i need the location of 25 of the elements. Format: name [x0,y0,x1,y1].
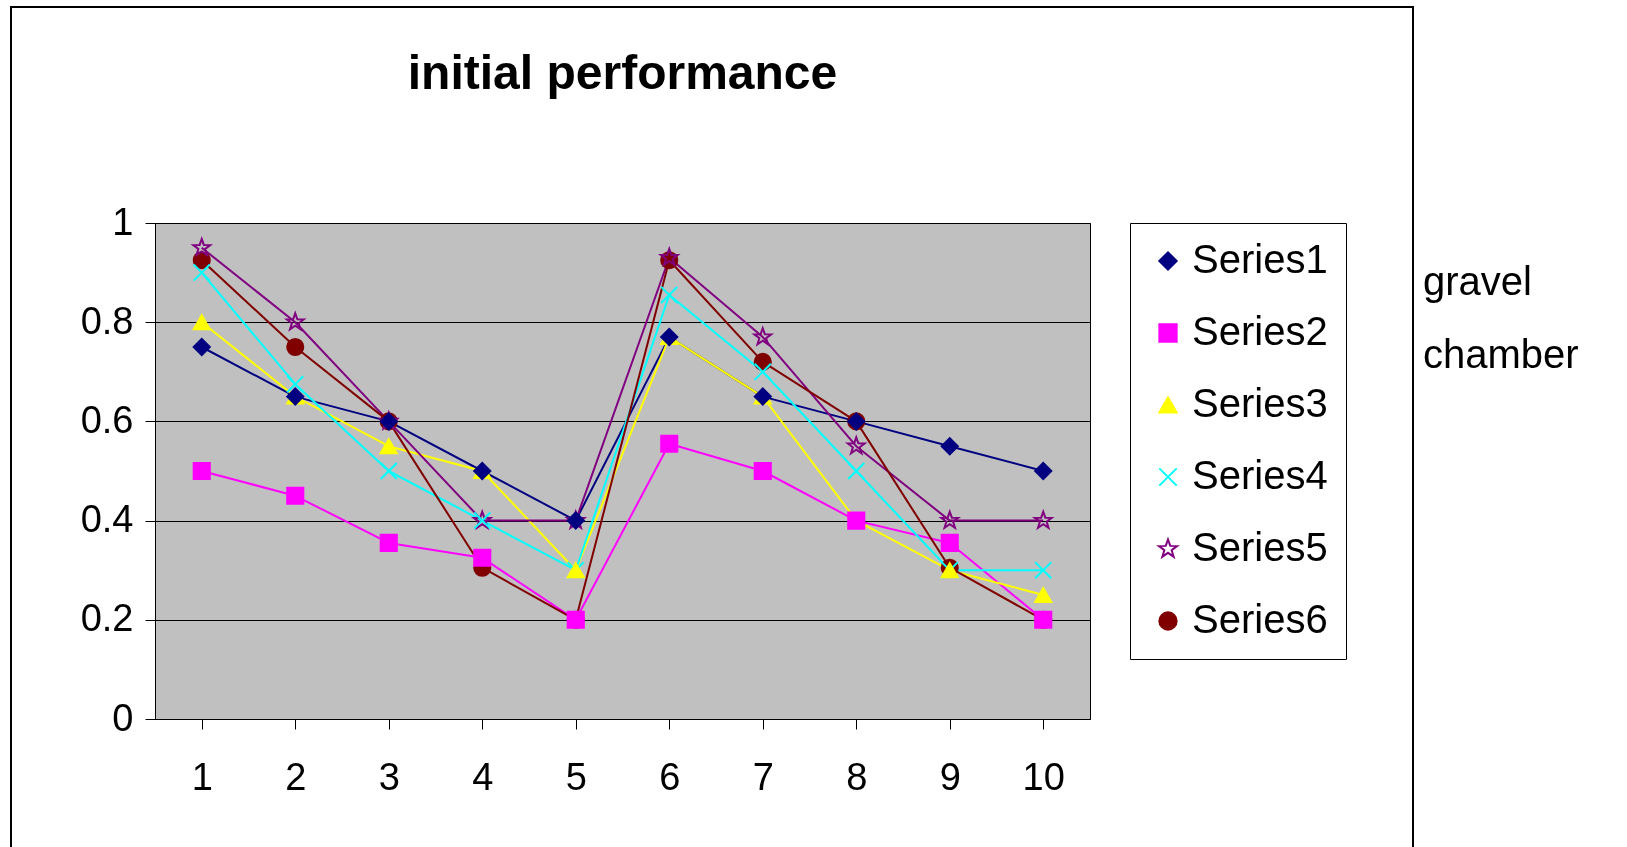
x-tick-label: 2 [285,755,307,798]
x-tick-label: 4 [472,755,494,798]
y-tick-label: 0.4 [80,498,134,541]
y-tick-label: 0.2 [80,597,134,640]
y-tick-label: 0 [112,696,134,739]
x-tick-label: 7 [752,755,774,798]
legend-label: Series5 [1192,525,1328,569]
legend-label: Series6 [1192,597,1328,641]
chart-title: initial performance [407,46,838,99]
x-tick-label: 6 [659,755,681,798]
y-tick-label: 0.6 [80,398,134,441]
legend-label: Series2 [1192,309,1328,353]
x-tick-label: 3 [378,755,400,798]
x-tick-label: 8 [846,755,868,798]
x-tick-label: 1 [191,755,213,798]
y-tick-label: 0.8 [80,299,134,342]
legend-label: Series3 [1192,381,1328,425]
x-tick-label: 9 [939,755,961,798]
text: chamber [1423,331,1579,378]
legend-label: Series1 [1192,237,1328,281]
y-tick-label: 1 [112,200,134,243]
x-tick-label: 10 [1022,755,1065,798]
legend-label: Series4 [1192,453,1328,497]
text: gravel [1423,258,1533,305]
x-tick-label: 5 [565,755,587,798]
